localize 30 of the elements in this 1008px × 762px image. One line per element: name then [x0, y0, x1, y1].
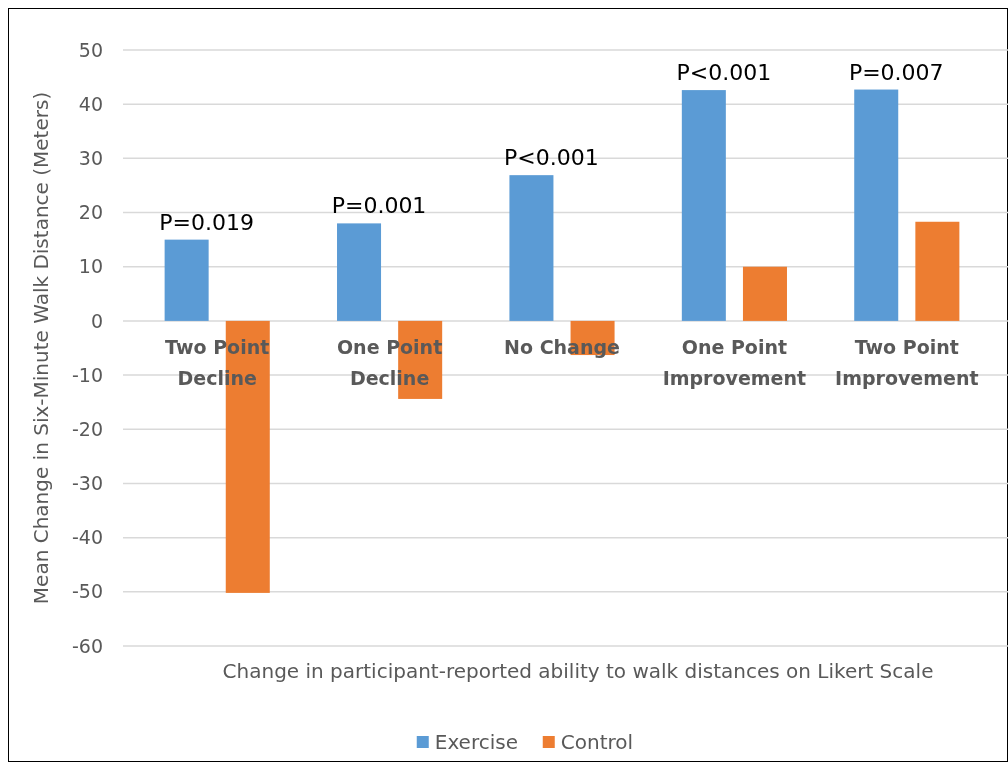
- y-tick-label: -10: [71, 363, 103, 386]
- annotation: P=0.001: [331, 193, 427, 219]
- bar: [509, 175, 554, 321]
- bar: [164, 239, 209, 321]
- y-tick-label: 40: [78, 92, 103, 115]
- y-tick-label: -50: [71, 580, 103, 603]
- y-tick-label: -20: [71, 417, 103, 440]
- bar: [854, 89, 899, 321]
- annotation: P=0.007: [848, 59, 944, 85]
- y-tick-label: 30: [78, 147, 103, 170]
- x-axis-title: Change in participant-reported ability to walk distances on Likert Scale: [222, 659, 934, 683]
- y-tick-label: 10: [78, 255, 103, 278]
- bar: [681, 90, 726, 321]
- bar: [337, 223, 382, 321]
- y-axis-title: Mean Change in Six-Minute Walk Distance (Meters): [29, 91, 53, 605]
- x-tick-label: One Point Improvement: [662, 335, 807, 389]
- legend-label: Exercise: [434, 730, 518, 754]
- bar: [742, 266, 787, 321]
- bar: [915, 221, 960, 321]
- y-tick-label: -40: [71, 526, 103, 549]
- legend-label: Control: [560, 730, 634, 754]
- annotation: P=0.019: [159, 209, 254, 235]
- y-tick-label: 50: [78, 38, 103, 61]
- annotation: P<0.001: [504, 145, 599, 171]
- y-tick-label: 0: [90, 309, 103, 332]
- x-tick-label: Two Point Improvement: [835, 335, 979, 389]
- y-tick-label: 20: [78, 201, 103, 224]
- y-tick-label: -60: [71, 634, 103, 657]
- y-tick-label: -30: [71, 472, 103, 495]
- annotation: P<0.001: [676, 60, 772, 86]
